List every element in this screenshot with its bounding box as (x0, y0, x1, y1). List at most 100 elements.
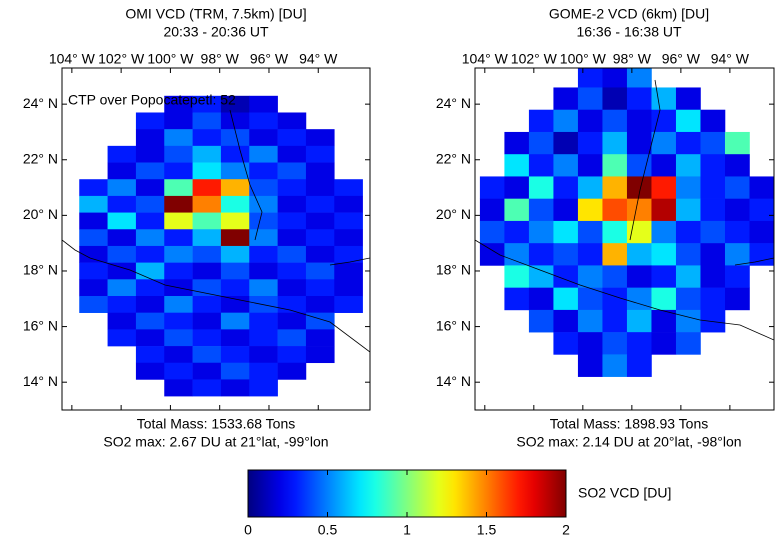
so2-cell (107, 179, 137, 197)
colorbar-label: SO2 VCD [DU] (578, 485, 671, 501)
so2-cell (277, 195, 307, 213)
so2-cell (305, 312, 335, 330)
so2-max: SO2 max: 2.67 DU at 21°lat, -99°lon (103, 434, 328, 450)
so2-cell (626, 87, 652, 111)
y-tick-label: 24° N (23, 95, 58, 111)
so2-cell (651, 309, 677, 333)
so2-cell (135, 362, 165, 380)
y-tick-label: 14° N (23, 373, 58, 389)
so2-cell (107, 245, 137, 263)
map-frame (61, 67, 371, 411)
so2-cell (249, 95, 278, 113)
so2-cell (651, 198, 677, 222)
so2-cell (192, 329, 222, 347)
so2-cell (504, 154, 530, 177)
so2-cell (277, 329, 307, 347)
so2-cell (277, 145, 307, 163)
so2-cell (553, 87, 579, 111)
x-tick-label: 104° W (462, 51, 509, 67)
so2-cell (577, 243, 603, 266)
so2-cell (553, 154, 579, 177)
so2-cell (277, 262, 307, 280)
so2-cell (79, 245, 108, 263)
so2-cell (192, 129, 222, 147)
so2-cell (675, 220, 701, 244)
so2-cell (553, 131, 579, 155)
so2-cell (220, 362, 250, 380)
so2-cell (164, 95, 193, 113)
so2-cell (305, 195, 335, 213)
so2-cell (651, 109, 677, 133)
so2-cell (164, 262, 193, 280)
so2-cell (577, 309, 603, 333)
so2-cell (602, 309, 628, 333)
so2-cell (602, 68, 628, 88)
so2-cell (249, 379, 278, 397)
so2-cell (675, 87, 701, 111)
so2-cell (135, 195, 165, 213)
y-tick-label: 18° N (436, 262, 471, 278)
colorbar-tick-label: 0 (244, 522, 252, 538)
colorbar-tick-label: 0.5 (318, 522, 338, 538)
x-tick-label: 94° W (711, 51, 750, 67)
so2-cell (164, 112, 193, 130)
so2-cell (277, 179, 307, 197)
so2-cell (700, 198, 726, 222)
so2-cell (277, 112, 307, 130)
map-frame (474, 67, 775, 411)
so2-cell (220, 346, 250, 364)
so2-cell (135, 312, 165, 330)
so2-cell (305, 212, 335, 230)
so2-cell (192, 179, 222, 197)
so2-cell (107, 212, 137, 230)
y-tick-label: 14° N (436, 373, 471, 389)
so2-cell (192, 312, 222, 330)
so2-cell (602, 265, 628, 288)
so2-cell (192, 95, 222, 113)
so2-cell (651, 265, 677, 288)
so2-cell (504, 220, 530, 244)
so2-cell (220, 279, 250, 297)
so2-cell (164, 346, 193, 364)
so2-cell (528, 131, 554, 155)
x-tick-label: 100° W (560, 51, 607, 67)
so2-cell (700, 176, 726, 199)
x-tick-label: 96° W (662, 51, 701, 67)
so2-cell (107, 296, 137, 313)
so2-cell (135, 262, 165, 280)
so2-cell (651, 131, 677, 155)
so2-cell (305, 262, 335, 280)
so2-cell (577, 68, 603, 88)
so2-cell (249, 112, 278, 130)
so2-cell (277, 129, 307, 147)
so2-cell (651, 287, 677, 311)
so2-cell (626, 309, 652, 333)
so2-cell (626, 287, 652, 311)
so2-cell (749, 220, 774, 244)
so2-cell (700, 265, 726, 288)
so2-cell (577, 287, 603, 311)
so2-cell (79, 279, 108, 297)
so2-cell (249, 212, 278, 230)
so2-cell (651, 243, 677, 266)
so2-cell (724, 198, 750, 222)
so2-cell (192, 379, 222, 397)
so2-cell (651, 154, 677, 177)
so2-cell (577, 176, 603, 199)
so2-cell (334, 195, 363, 213)
so2-cell (305, 329, 335, 347)
y-tick-label: 22° N (436, 150, 471, 166)
x-tick-label: 96° W (250, 51, 289, 67)
map-subtitle: 16:36 - 16:38 UT (576, 24, 682, 40)
so2-cell (528, 220, 554, 244)
so2-cell (305, 129, 335, 147)
so2-cell (577, 220, 603, 244)
so2-cell (192, 362, 222, 380)
so2-cell (107, 195, 137, 213)
so2-cell (164, 329, 193, 347)
so2-cell (192, 212, 222, 230)
so2-cell (602, 109, 628, 133)
so2-cell (277, 312, 307, 330)
coastline (62, 109, 370, 353)
so2-cell (626, 198, 652, 222)
